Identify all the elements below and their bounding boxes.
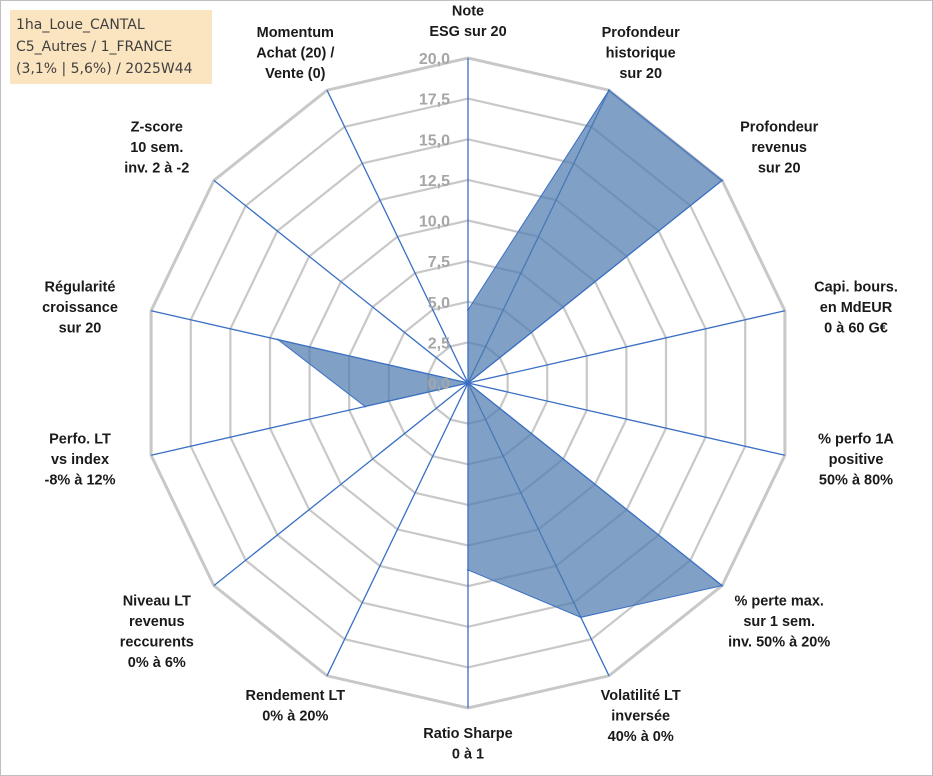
- axis-label-line: croissance: [42, 300, 118, 316]
- axis-label-line: ESG sur 20: [429, 24, 506, 40]
- axis-label-line: 40% à 0%: [608, 729, 674, 745]
- axis-spoke: [213, 179, 469, 384]
- axis-label: Capi. bours. en MdEUR 0 à 60 G€: [814, 280, 898, 337]
- axis-label: Z-score 10 sem. inv. 2 à -2: [124, 119, 189, 176]
- axis-label: Niveau LT revenus reccurents 0% à 6%: [120, 594, 194, 672]
- axis-label-line: 50% à 80%: [819, 472, 893, 488]
- tick-label: 2,5: [428, 335, 450, 352]
- axis-label-line: inv. 50% à 20%: [728, 635, 830, 651]
- axis-label: Rendement LT 0% à 20%: [245, 688, 345, 725]
- axis-label-line: Volatilité LT: [601, 688, 681, 704]
- axis-label-line: Régularité: [45, 280, 116, 296]
- axis-label-line: Niveau LT: [123, 594, 191, 610]
- axis-label-line: Note: [452, 4, 484, 20]
- axis-label-line: Z-score: [131, 119, 183, 135]
- tick-label: 20,0: [419, 51, 450, 68]
- axis-label-line: reccurents: [120, 635, 194, 651]
- axis-label: Momentum Achat (20) / Vente (0): [256, 25, 334, 82]
- axis-label-line: Capi. bours.: [814, 280, 898, 296]
- axis-label-line: Rendement LT: [245, 688, 345, 704]
- axis-label-line: revenus: [129, 614, 185, 630]
- axis-spoke: [467, 310, 786, 384]
- tick-label: 10,0: [419, 214, 450, 231]
- info-box: 1ha_Loue_CANTAL C5_Autres / 1_FRANCE (3,…: [10, 10, 212, 84]
- data-point: [607, 89, 611, 92]
- axis-label-line: -8% à 12%: [45, 472, 116, 488]
- axis-label-line: 0 à 60 G€: [824, 321, 888, 337]
- axis-spoke: [326, 89, 469, 384]
- data-point: [466, 568, 470, 572]
- info-category: C5_Autres / 1_FRANCE: [16, 39, 173, 55]
- axis-label-line: Profondeur: [602, 25, 680, 41]
- data-point: [363, 405, 367, 408]
- axis-label-line: % perfo 1A: [818, 431, 894, 447]
- axis-label-line: en MdEUR: [820, 300, 893, 316]
- axis-label: % perfo 1A positive 50% à 80%: [818, 431, 894, 488]
- axis-label: Note ESG sur 20: [429, 4, 506, 41]
- axis-label-line: % perte max.: [734, 594, 823, 610]
- axis-label-line: inversée: [611, 709, 670, 725]
- info-title: 1ha_Loue_CANTAL: [16, 17, 145, 33]
- radar-tick-labels: 0,0 2,5 5,0 7,5 10,0 12,5 15,0 17,5 20,0: [419, 51, 450, 393]
- info-period: (3,1% | 5,6%) / 2025W44: [16, 61, 193, 77]
- tick-label: 0,0: [428, 376, 450, 393]
- axis-label-line: historique: [606, 45, 676, 61]
- radar-axis-labels: Note ESG sur 20 Profondeur historique sur 20…: [42, 4, 898, 763]
- data-point: [720, 179, 724, 182]
- axis-label: % perte max. sur 1 sem. inv. 50% à 20%: [728, 594, 830, 651]
- axis-spoke: [326, 382, 469, 677]
- axis-label-line: sur 20: [619, 66, 662, 82]
- axis-label-line: sur 1 sem.: [743, 614, 815, 630]
- tick-label: 12,5: [419, 173, 450, 190]
- data-point: [720, 584, 724, 587]
- axis-label-line: Ratio Sharpe: [423, 726, 512, 742]
- axis-spoke: [467, 382, 786, 456]
- axis-label-line: 0 à 1: [452, 747, 484, 763]
- axis-label-line: 10 sem.: [130, 140, 183, 156]
- axis-label: Volatilité LT inversée 40% à 0%: [601, 688, 681, 745]
- axis-label: Profondeur revenus sur 20: [740, 119, 818, 176]
- tick-label: 7,5: [428, 254, 450, 271]
- axis-label: Ratio Sharpe 0 à 1: [423, 726, 512, 763]
- axis-label-line: Perfo. LT: [49, 431, 111, 447]
- axis-label-line: Profondeur: [740, 119, 818, 135]
- axis-label-line: Achat (20) /: [256, 45, 334, 61]
- axis-label-line: sur 20: [758, 160, 801, 176]
- axis-label: Perfo. LT vs index -8% à 12%: [45, 431, 116, 488]
- axis-label: Profondeur historique sur 20: [602, 25, 680, 82]
- axis-label-line: 0% à 6%: [128, 655, 186, 671]
- tick-label: 15,0: [419, 132, 450, 149]
- series-area: [277, 89, 724, 618]
- axis-label-line: 0% à 20%: [262, 709, 328, 725]
- axis-label-line: Momentum: [257, 25, 334, 41]
- axis-label-line: sur 20: [59, 321, 102, 337]
- data-point: [276, 338, 280, 341]
- axis-spoke: [213, 382, 469, 587]
- radar-series: [276, 89, 724, 619]
- axis-label-line: positive: [829, 452, 884, 468]
- axis-label-line: revenus: [751, 140, 807, 156]
- data-point: [579, 616, 582, 619]
- axis-label-line: vs index: [51, 452, 109, 468]
- data-point: [466, 308, 470, 312]
- data-point: [466, 381, 470, 385]
- axis-label-line: inv. 2 à -2: [124, 160, 189, 176]
- tick-label: 5,0: [428, 295, 450, 312]
- axis-label-line: Vente (0): [265, 66, 326, 82]
- axis-label: Régularité croissance sur 20: [42, 280, 118, 337]
- tick-label: 17,5: [419, 92, 450, 109]
